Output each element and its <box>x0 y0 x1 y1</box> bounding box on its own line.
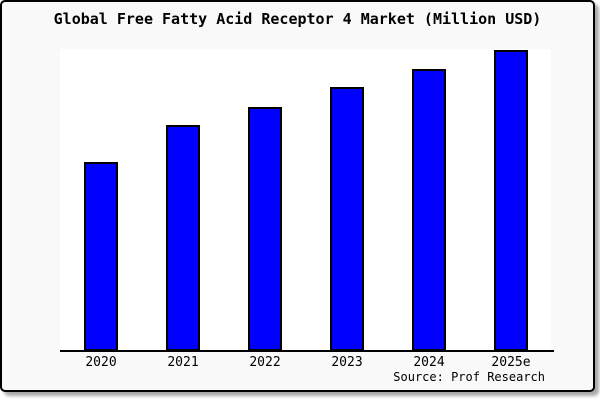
bar-2024 <box>412 69 446 351</box>
source-note: Source: Prof Research <box>393 370 545 384</box>
bar-2020 <box>84 162 118 351</box>
bar-2021 <box>166 125 200 351</box>
bar-2025e <box>494 50 528 351</box>
chart-title: Global Free Fatty Acid Receptor 4 Market… <box>53 10 542 28</box>
x-tick-label-2020: 2020 <box>85 355 117 370</box>
plot-area <box>60 49 551 351</box>
bar-2022 <box>248 107 282 351</box>
x-tick-label-2025e: 2025e <box>491 355 531 370</box>
x-axis-line <box>60 350 554 352</box>
x-tick-label-2023: 2023 <box>331 355 363 370</box>
x-tick-label-2024: 2024 <box>413 355 445 370</box>
x-tick-label-2021: 2021 <box>167 355 199 370</box>
bar-2023 <box>330 87 364 351</box>
chart-figure: Global Free Fatty Acid Receptor 4 Market… <box>0 0 595 392</box>
x-tick-label-2022: 2022 <box>249 355 281 370</box>
